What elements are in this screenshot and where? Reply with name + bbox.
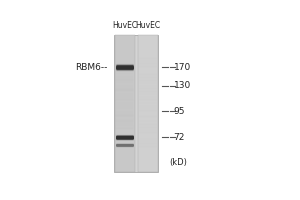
Bar <box>138 35 158 172</box>
Text: 170: 170 <box>173 63 191 72</box>
Text: 130: 130 <box>173 81 191 90</box>
Bar <box>114 35 158 172</box>
Text: (kD): (kD) <box>169 158 187 167</box>
Bar <box>115 35 135 172</box>
Text: HuvEC: HuvEC <box>135 21 161 30</box>
Text: RBM6--: RBM6-- <box>75 63 107 72</box>
Text: HuvEC: HuvEC <box>112 21 137 30</box>
Text: 72: 72 <box>173 133 185 142</box>
Text: 95: 95 <box>173 107 185 116</box>
